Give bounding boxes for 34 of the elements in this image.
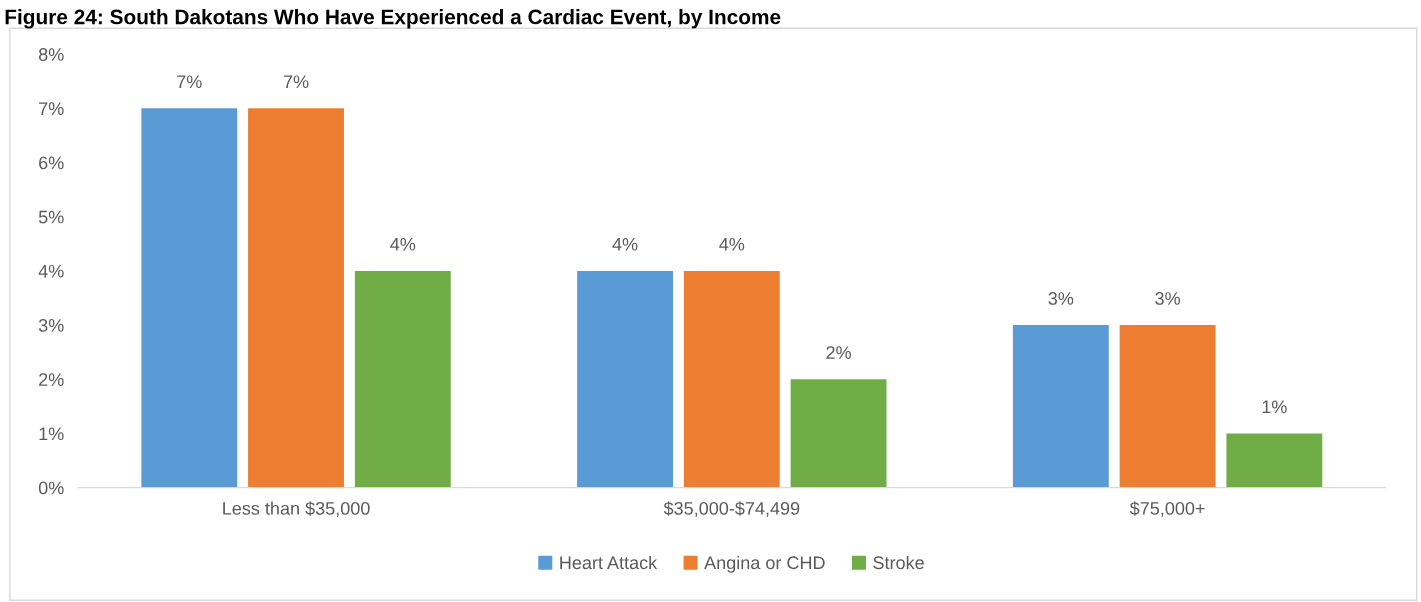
bar xyxy=(683,270,780,488)
data-label: 7% xyxy=(177,75,202,89)
bar xyxy=(248,108,344,488)
data-label: 4% xyxy=(719,237,745,251)
y-tick-label: 6% xyxy=(39,156,64,170)
y-tick-label: 5% xyxy=(38,210,64,224)
data-label: 3% xyxy=(1048,292,1074,305)
bar xyxy=(1119,325,1216,488)
legend-label: Heart Attack xyxy=(560,555,658,570)
data-label: 2% xyxy=(826,346,851,359)
bar xyxy=(1226,433,1323,488)
bar xyxy=(141,108,238,488)
y-tick-label: 4% xyxy=(38,264,64,278)
y-tick-label: 1% xyxy=(39,427,64,441)
data-label: 1% xyxy=(1262,400,1287,414)
y-tick-label: 0% xyxy=(38,481,64,495)
legend-label: Stroke xyxy=(873,555,924,570)
bar xyxy=(354,270,451,488)
data-label: 4% xyxy=(390,237,416,251)
data-label: 4% xyxy=(612,237,638,251)
legend-label: Angina or CHD xyxy=(704,555,825,573)
bar xyxy=(790,379,887,488)
y-tick-label: 8% xyxy=(38,48,64,61)
x-tick-label: $75,000+ xyxy=(1129,501,1205,517)
x-tick-label: Less than $35,000 xyxy=(223,501,370,517)
y-tick-label: 7% xyxy=(39,102,64,116)
x-tick-label: $35,000-$74,499 xyxy=(663,501,800,517)
y-tick-label: 3% xyxy=(38,319,64,332)
y-tick-label: 2% xyxy=(39,373,64,386)
bar xyxy=(577,270,673,488)
chart-title: Figure 24: South Dakotans Who Have Experienced a Cardiac Event, by Income xyxy=(5,9,781,29)
bar xyxy=(1012,325,1109,488)
data-label: 7% xyxy=(283,75,309,89)
data-label: 3% xyxy=(1155,292,1180,305)
